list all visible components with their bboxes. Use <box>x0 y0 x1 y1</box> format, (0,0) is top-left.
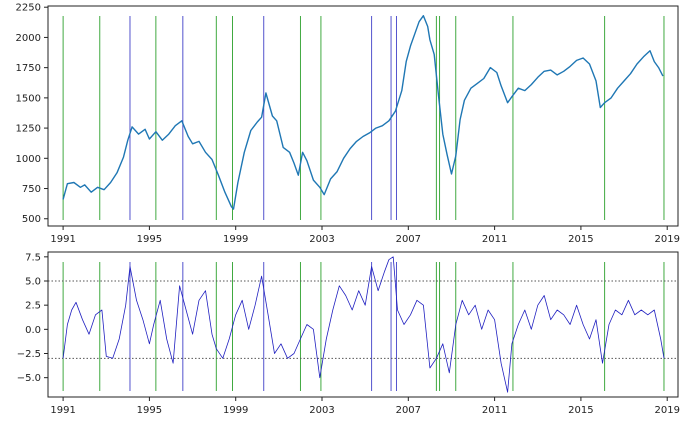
top-x-tick-label: 1995 <box>137 234 162 245</box>
bottom-x-tick-label: 2003 <box>309 405 334 416</box>
bottom-y-tick-label: −5.0 <box>17 373 41 384</box>
bottom-y-tick-label: 7.5 <box>25 252 41 263</box>
top-y-tick-label: 2000 <box>16 33 41 44</box>
top-y-tick-label: 1000 <box>16 154 41 165</box>
top-y-tick-label: 500 <box>22 214 41 225</box>
bottom-y-tick-label: 2.5 <box>25 301 41 312</box>
top-y-tick-label: 750 <box>22 184 41 195</box>
top-x-tick-label: 1999 <box>223 234 248 245</box>
top-y-tick-label: 2250 <box>16 3 41 14</box>
bottom-chart-oscillator: 1991 1995 1999 2003 2007 2011 2015 2019 −5.0 −2.5… <box>17 251 680 416</box>
bottom-x-tick-label: 2019 <box>654 405 679 416</box>
top-chart-index-level: 1991 1995 1999 2003 2007 2011 2015 2019 500 750 10… <box>16 3 680 245</box>
bottom-x-tick-label: 1991 <box>50 405 75 416</box>
top-x-tick-label: 1991 <box>50 234 75 245</box>
bottom-x-tick-label: 2015 <box>568 405 593 416</box>
bottom-x-tick-label: 2007 <box>396 405 421 416</box>
top-series-line <box>62 14 664 210</box>
top-y-tick-label: 1500 <box>16 93 41 104</box>
bottom-series-line <box>62 256 665 393</box>
top-axes-frame <box>47 5 679 227</box>
top-x-tick-label: 2007 <box>396 234 421 245</box>
top-x-tick-label: 2019 <box>654 234 679 245</box>
top-x-tick-label: 2015 <box>568 234 593 245</box>
bottom-x-tick-label: 2011 <box>482 405 507 416</box>
top-y-tick-label: 1750 <box>16 63 41 74</box>
bottom-y-tick-label: −2.5 <box>17 349 41 360</box>
top-y-tick-label: 1250 <box>16 124 41 135</box>
bottom-x-tick-label: 1995 <box>137 405 162 416</box>
bottom-y-tick-label: 0.0 <box>25 325 41 336</box>
bottom-x-tick-label: 1999 <box>223 405 248 416</box>
bottom-axes-frame <box>47 251 679 398</box>
top-x-tick-label: 2011 <box>482 234 507 245</box>
bottom-y-tick-label: 5.0 <box>25 277 41 288</box>
top-x-tick-label: 2003 <box>309 234 334 245</box>
